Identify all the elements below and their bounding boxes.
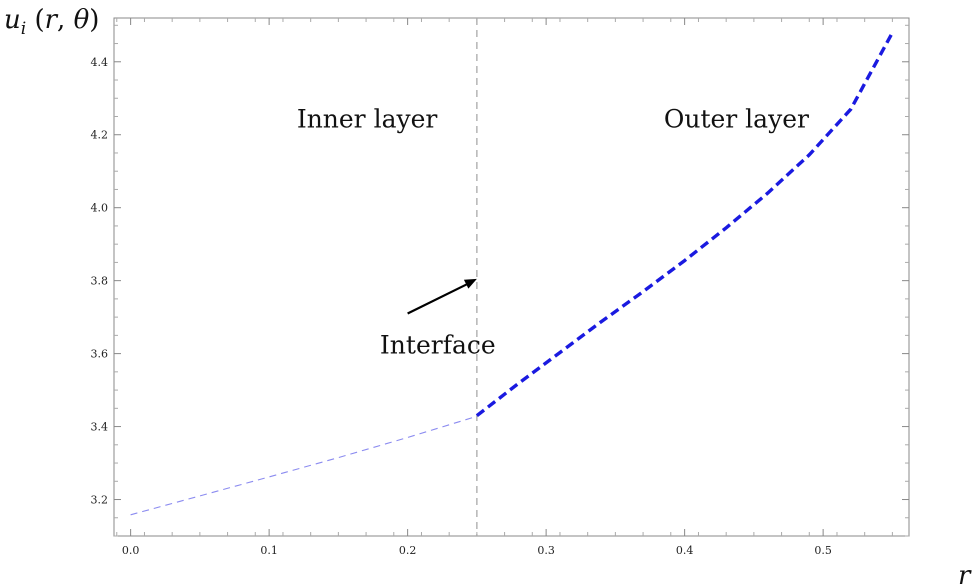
interface-arrow-shaft — [407, 281, 472, 315]
outer-layer-label: Outer layer — [664, 104, 809, 133]
x-axis-label: r — [958, 561, 972, 586]
y-axis-label: ui (r, θ) — [4, 5, 99, 39]
interface-arrow-head — [463, 278, 477, 289]
x-tick-label: 0.5 — [814, 544, 832, 557]
y-tick-label: 4.4 — [91, 56, 109, 69]
interface-annotation-label: Interface — [380, 331, 496, 360]
y-tick-label: 3.2 — [91, 494, 109, 507]
y-tick-label: 4.2 — [91, 129, 109, 142]
x-tick-label: 0.3 — [537, 544, 555, 557]
x-tick-label: 0.1 — [260, 544, 278, 557]
y-tick-label: 3.8 — [91, 275, 109, 288]
y-tick-label: 4.0 — [91, 202, 109, 215]
y-tick-label: 3.4 — [91, 421, 109, 434]
series-outer-line — [475, 31, 894, 417]
plot-frame — [113, 17, 910, 537]
inner-layer-label: Inner layer — [297, 104, 438, 133]
x-tick-label: 0.0 — [122, 544, 140, 557]
series-inner-line — [130, 415, 478, 516]
y-tick-label: 3.6 — [91, 348, 109, 361]
x-tick-label: 0.2 — [399, 544, 417, 557]
x-tick-label: 0.4 — [676, 544, 694, 557]
